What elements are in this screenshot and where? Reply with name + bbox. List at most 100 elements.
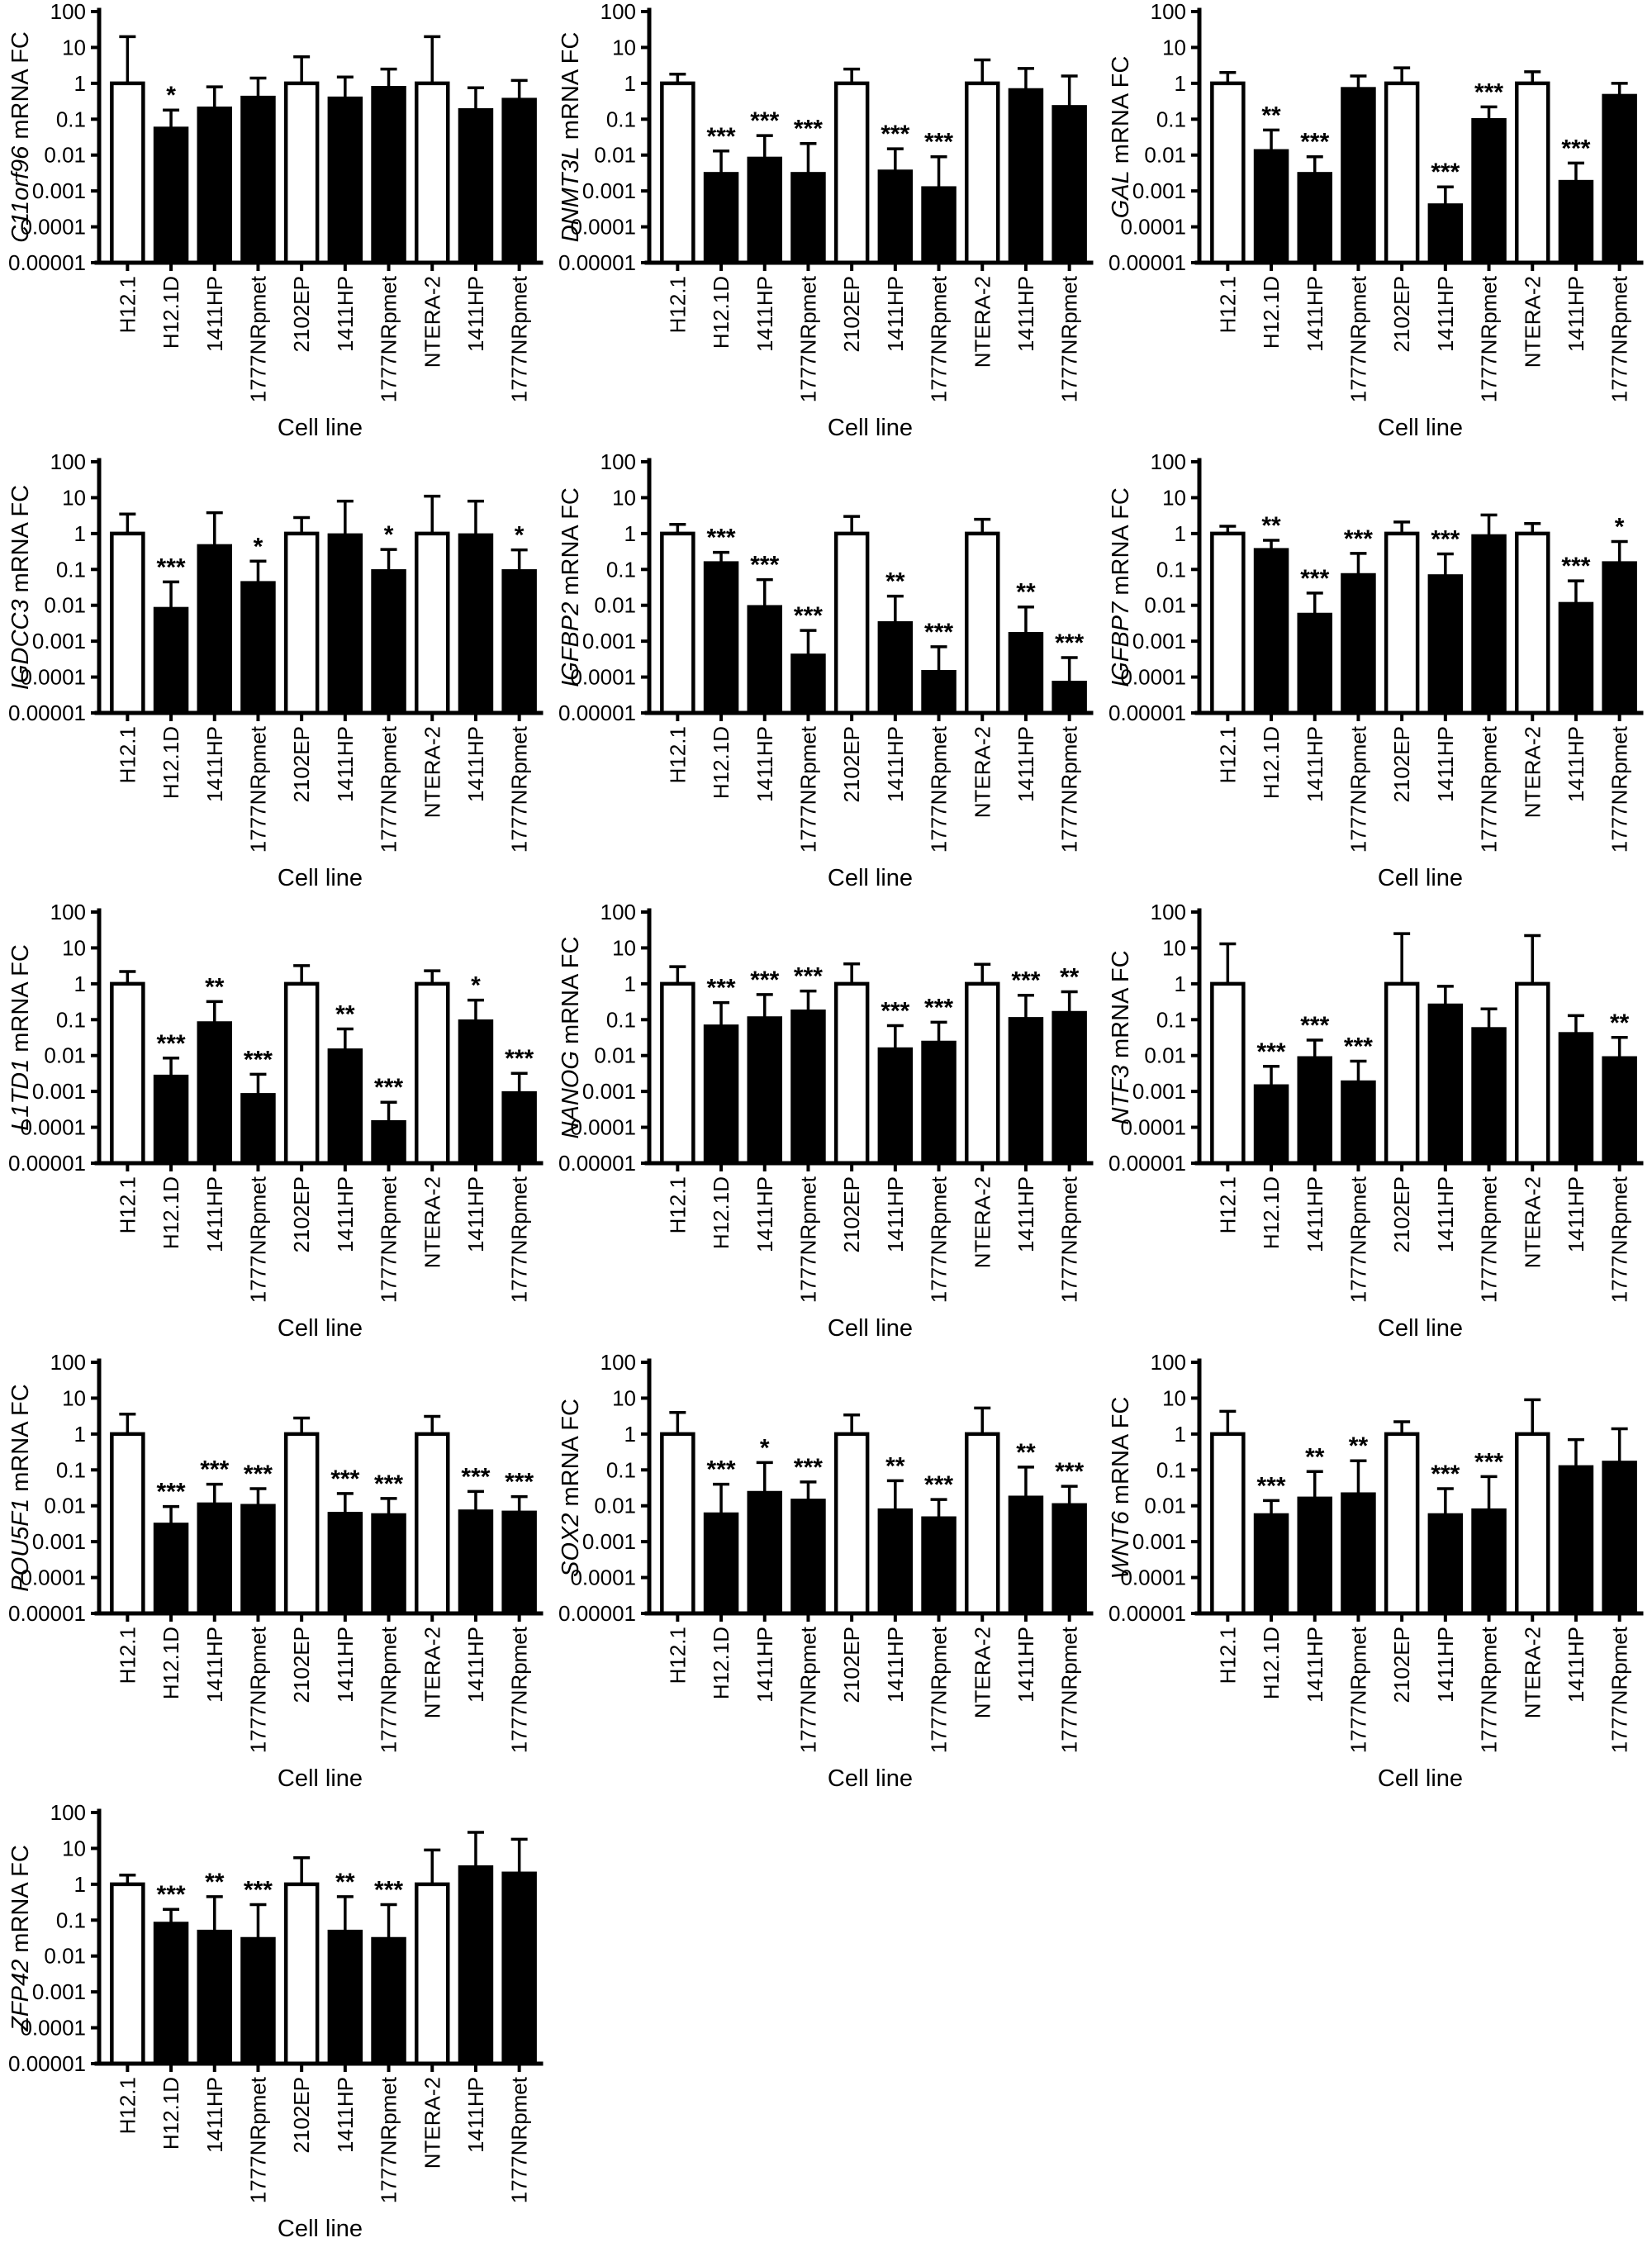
x-tick-label: 1411HP <box>883 726 908 802</box>
y-tick-label: 0.00001 <box>8 250 86 275</box>
y-tick-label: 0.0001 <box>570 665 636 690</box>
bar-1777NRpmet <box>1471 1508 1507 1616</box>
significance-stars: * <box>166 82 176 109</box>
x-tick-label: H12.1D <box>1259 276 1284 349</box>
y-tick-label: 0.1 <box>1156 1457 1186 1482</box>
bar-1777NRpmet <box>1051 1503 1087 1616</box>
significance-stars: *** <box>1300 129 1329 156</box>
bar-1411HP <box>1427 574 1464 715</box>
x-tick-label: 1411HP <box>333 1627 358 1703</box>
bar-1411HP <box>1427 203 1464 265</box>
significance-stars: *** <box>707 975 736 1002</box>
x-tick-label: 2102EP <box>289 2077 314 2154</box>
x-tick-label: 2102EP <box>839 726 864 803</box>
panel-NTF3: *** *** *** ** 100 10 1 0.1 0.01 0.001 0.0001 0.000… <box>1100 900 1650 1351</box>
significance-stars: *** <box>881 998 909 1025</box>
bar-1777NRpmet <box>921 669 957 715</box>
y-tick-label: 0.00001 <box>558 250 636 275</box>
bar-H12.1D <box>1253 1084 1289 1166</box>
x-tick-label: 1777NRpmet <box>245 275 270 402</box>
y-tick-label: 0.1 <box>56 1007 86 1032</box>
bar-H12.1 <box>1210 531 1246 715</box>
y-tick-label: 0.00001 <box>1108 250 1186 275</box>
bar-1411HP <box>1297 612 1332 715</box>
x-tick-label: H12.1D <box>159 726 183 799</box>
x-tick-label: 1777NRpmet <box>795 1626 820 1753</box>
significance-stars: *** <box>1055 630 1084 657</box>
y-tick-label: 1 <box>74 71 86 96</box>
y-tick-label: 0.001 <box>1132 629 1186 653</box>
bar-1777NRpmet <box>371 1936 406 2066</box>
chart-ZFP42: *** ** *** ** ***1001010.10.010.0010.00010.0… <box>7 1801 544 2242</box>
y-tick-label: 0.00001 <box>8 1601 86 1626</box>
x-tick-label: 2102EP <box>289 726 314 803</box>
bar-H12.1D <box>153 1922 189 2066</box>
bar-1777NRpmet <box>501 1090 537 1166</box>
y-tick-label: 0.0001 <box>1120 215 1186 240</box>
bar-1777NRpmet <box>240 95 276 265</box>
x-tick-label: 1411HP <box>1014 1176 1038 1252</box>
y-tick-label: 0.1 <box>56 557 86 582</box>
significance-stars: *** <box>1431 526 1460 553</box>
panel-SOX2: *** * *** ** *** ** *** 100 10 1 0.1 0.01 0.001 0.000… <box>550 1351 1100 1801</box>
y-tick-label: 100 <box>1151 1351 1186 1375</box>
y-tick-label: 100 <box>601 1351 636 1375</box>
x-axis-title: Cell line <box>278 1315 363 1342</box>
bar-H12.1D <box>703 561 739 715</box>
y-tick-label: 0.0001 <box>20 1565 86 1590</box>
x-tick-label: 1411HP <box>752 1627 777 1703</box>
y-tick-label: 0.0001 <box>1120 1115 1186 1140</box>
y-tick-label: 0.001 <box>582 178 636 203</box>
y-tick-label: 0.0001 <box>20 2016 86 2041</box>
chart-IGFBP7: ******** *******1001010.10.010.0010.00010… <box>1108 450 1644 891</box>
significance-stars: ** <box>205 1869 225 1896</box>
bar-1411HP <box>1297 172 1332 265</box>
x-tick-label: 2102EP <box>839 1176 864 1253</box>
bar-1411HP <box>877 620 914 715</box>
x-tick-label: 1411HP <box>202 2077 227 2153</box>
y-tick-label: 10 <box>1162 1385 1186 1410</box>
y-tick-label: 0.01 <box>1144 1494 1186 1518</box>
x-tick-label: 2102EP <box>839 276 864 353</box>
y-tick-label: 0.1 <box>606 1457 636 1482</box>
x-tick-label: 1777NRpmet <box>1057 275 1082 402</box>
y-tick-label: 100 <box>601 0 636 24</box>
x-tick-label: 1777NRpmet <box>1346 1626 1370 1753</box>
y-tick-label: 10 <box>612 485 636 510</box>
x-tick-label: NTERA-2 <box>420 2077 444 2169</box>
bar-1777NRpmet <box>1341 1492 1376 1616</box>
x-tick-label: 1777NRpmet <box>927 275 952 402</box>
bar-2102EP <box>283 81 320 265</box>
y-tick-label: 10 <box>1162 485 1186 510</box>
bar-1411HP <box>877 169 914 265</box>
y-tick-label: 0.1 <box>606 107 636 131</box>
x-tick-label: 1411HP <box>752 276 777 352</box>
x-tick-label: 1777NRpmet <box>507 1176 532 1303</box>
bar-NTERA-2 <box>415 981 450 1166</box>
bar-1411HP <box>1008 632 1044 715</box>
x-axis-title: Cell line <box>1378 1315 1463 1342</box>
y-tick-label: 100 <box>50 900 86 924</box>
x-tick-label: 1411HP <box>883 276 908 352</box>
x-tick-label: H12.1 <box>665 1176 690 1233</box>
bar-1777NRpmet <box>371 1119 406 1166</box>
bar-1777NRpmet <box>1602 93 1637 265</box>
x-tick-label: 1411HP <box>883 1176 908 1252</box>
significance-stars: ** <box>885 568 905 596</box>
bar-H12.1 <box>110 1882 145 2066</box>
bar-1411HP <box>458 1865 494 2066</box>
significance-stars: *** <box>1474 78 1503 106</box>
y-tick-label: 100 <box>601 450 636 474</box>
x-axis-title: Cell line <box>278 865 363 891</box>
x-tick-label: 1777NRpmet <box>927 1626 952 1753</box>
x-tick-label: H12.1D <box>159 1176 183 1249</box>
bar-1777NRpmet <box>240 1936 276 2066</box>
bar-1777NRpmet <box>1341 1080 1376 1166</box>
significance-stars: *** <box>1344 1033 1373 1060</box>
y-tick-label: 0.0001 <box>570 1115 636 1140</box>
y-tick-label: 0.00001 <box>1108 1601 1186 1626</box>
bar-NTERA-2 <box>965 81 1000 265</box>
x-axis-title: Cell line <box>828 1315 913 1342</box>
x-tick-label: H12.1 <box>115 276 140 333</box>
y-tick-label: 0.01 <box>44 1944 86 1969</box>
